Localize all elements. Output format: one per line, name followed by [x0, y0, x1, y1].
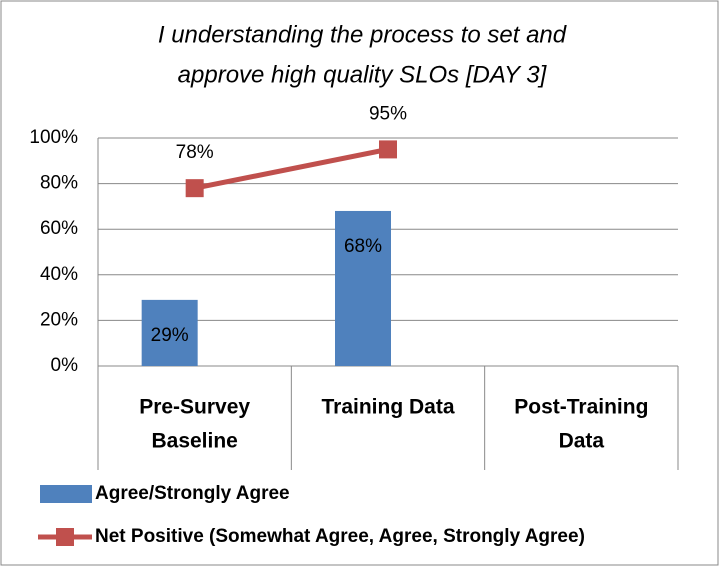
x-tick-label: Data [559, 430, 605, 453]
data-label: 78% [176, 142, 214, 163]
chart-title: I understanding the process to set and [158, 21, 567, 48]
y-tick-label: 0% [51, 355, 79, 376]
legend-swatch [40, 485, 92, 503]
x-tick-label: Pre-Survey [139, 396, 250, 419]
data-label: 29% [151, 325, 189, 346]
x-tick-label: Post-Training [514, 396, 648, 419]
data-label: 95% [369, 103, 407, 124]
y-tick-label: 20% [40, 309, 78, 330]
bar [335, 210, 391, 366]
bar [141, 299, 198, 366]
y-tick-label: 100% [29, 127, 78, 148]
x-tick-label: Baseline [151, 430, 237, 453]
chart-title: approve high quality SLOs [DAY 3] [178, 61, 548, 88]
line [194, 146, 389, 191]
legend-label: Net Positive (Somewhat Agree, Agree, Str… [95, 526, 585, 547]
x-tick-label: Training Data [321, 396, 454, 419]
y-tick-label: 40% [40, 264, 78, 285]
legend-marker [56, 528, 74, 546]
marker [379, 140, 397, 159]
marker [185, 179, 204, 198]
y-tick-label: 80% [40, 173, 78, 194]
legend-label: Agree/Strongly Agree [95, 483, 290, 504]
y-tick-label: 60% [40, 218, 78, 239]
data-label: 68% [344, 236, 382, 257]
